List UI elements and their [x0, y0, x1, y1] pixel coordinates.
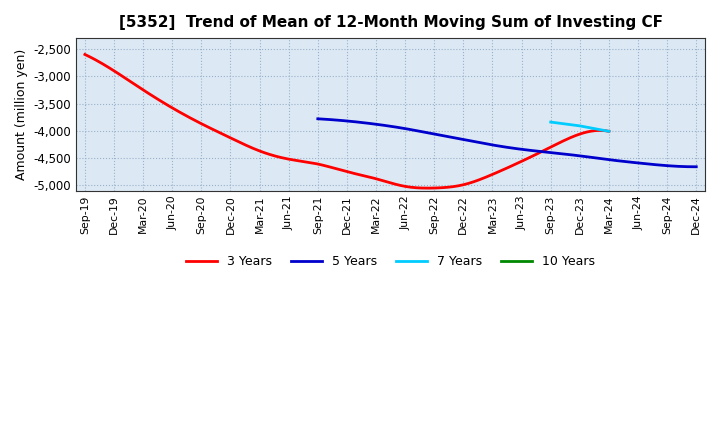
Title: [5352]  Trend of Mean of 12-Month Moving Sum of Investing CF: [5352] Trend of Mean of 12-Month Moving … [119, 15, 662, 30]
Legend: 3 Years, 5 Years, 7 Years, 10 Years: 3 Years, 5 Years, 7 Years, 10 Years [181, 250, 600, 273]
Y-axis label: Amount (million yen): Amount (million yen) [15, 49, 28, 180]
